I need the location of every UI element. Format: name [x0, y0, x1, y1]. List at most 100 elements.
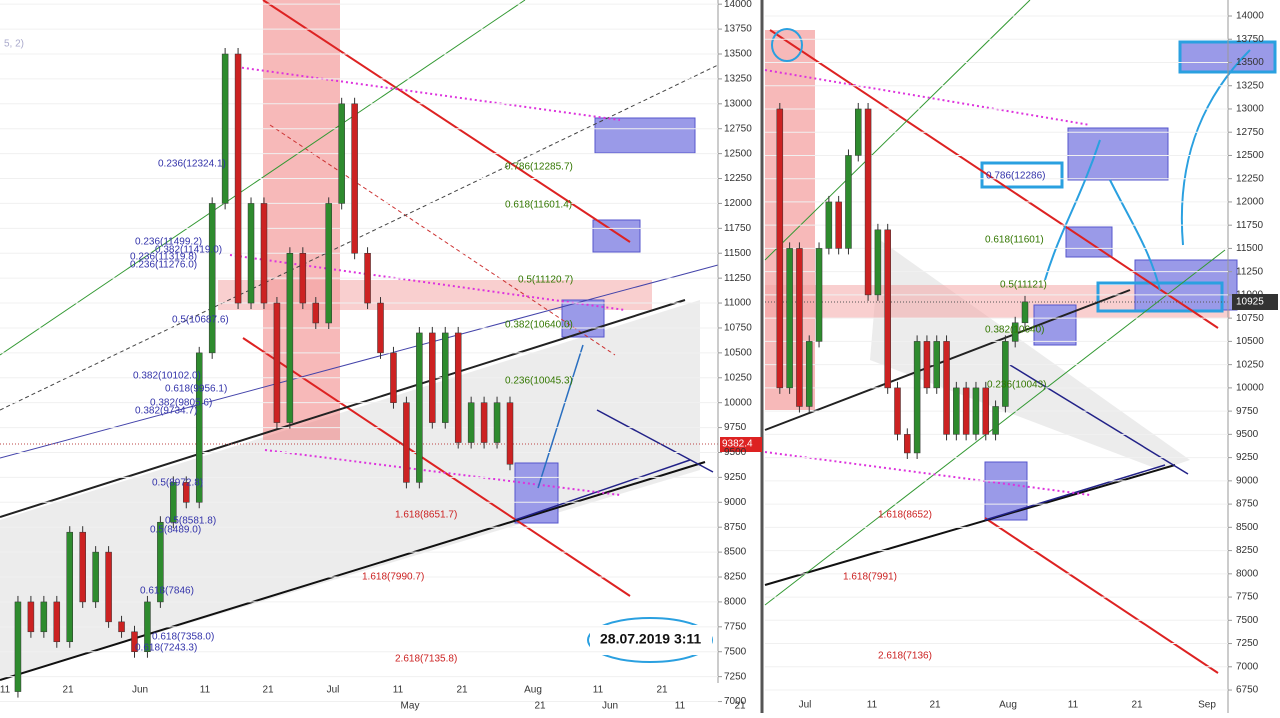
y-tick-label: 9500 [1236, 429, 1259, 440]
y-tick-label: 9250 [1236, 452, 1259, 463]
x-tick-label: 11 [0, 685, 11, 696]
y-tick-label: 8750 [1236, 499, 1259, 510]
fib-label: 0.382(11419.0) [155, 245, 222, 256]
candle [1011, 322, 1019, 342]
y-tick-label: 11250 [1236, 266, 1264, 277]
candle [506, 402, 514, 465]
price-tag-bg [1232, 294, 1278, 310]
candle [992, 406, 999, 435]
candle [27, 601, 35, 633]
candle [118, 621, 125, 633]
x-tick-label: 21 [1131, 700, 1143, 711]
x-tick-label: Aug [524, 685, 542, 696]
y-tick-label: 10500 [724, 348, 752, 359]
fib-label: 0.5(8489.0) [150, 525, 201, 536]
y-tick-label: 7250 [1236, 638, 1259, 649]
candle [79, 531, 86, 603]
indicator-label: 5, 2) [4, 39, 24, 50]
x-tick-label: 21 [929, 700, 941, 711]
fib-label: 1.618(8651.7) [395, 510, 457, 521]
y-tick-label: 8000 [724, 597, 747, 608]
candle [234, 53, 242, 304]
candle [338, 103, 345, 204]
candle [429, 332, 436, 423]
candle [884, 229, 891, 389]
y-tick-label: 8500 [1236, 522, 1259, 533]
fib-label: 0.5(11121) [1000, 280, 1047, 291]
fib-label: 1.618(7990.7) [362, 572, 424, 583]
y-tick-label: 9000 [724, 497, 747, 508]
candle [815, 248, 823, 342]
candle [805, 341, 813, 407]
y-tick-label: 9000 [1236, 475, 1259, 486]
fib-label: 0.382(9805.6) [150, 398, 212, 409]
candle [390, 352, 397, 403]
x-tick-label: 11 [593, 685, 604, 696]
fib-label: 0.236(11499.2) [135, 237, 202, 248]
candle [260, 203, 268, 304]
x-tick-label: Jun [602, 701, 618, 712]
x-tick-label: Aug [999, 700, 1017, 711]
fib-label: 0.5(10687.6) [172, 315, 229, 326]
price-tag: 9382.4 [722, 439, 753, 450]
fib-label: 1.618(7991) [843, 572, 897, 583]
fib-label: 0.236(11276.0) [130, 260, 197, 271]
fib-label: 0.236(10045.3) [505, 376, 573, 387]
y-tick-label: 12750 [1236, 127, 1264, 138]
candle [894, 387, 901, 435]
fib-label: 0.5(8972.8) [152, 478, 203, 489]
x-tick-label: 11 [675, 701, 686, 712]
x-tick-label: Jul [327, 685, 340, 696]
candle [183, 482, 190, 503]
candle [786, 248, 793, 389]
y-tick-label: 7750 [724, 621, 747, 632]
candle [66, 531, 73, 643]
fib-label: 0.618(7243.3) [135, 643, 197, 654]
y-tick-label: 13000 [1236, 104, 1264, 115]
candle [442, 332, 449, 423]
y-tick-label: 8000 [1236, 568, 1259, 579]
y-tick-label: 12250 [724, 173, 752, 184]
fib-label: 0.382(10102.0) [133, 371, 201, 382]
candle [943, 341, 950, 435]
y-tick-label: 6750 [1236, 685, 1259, 696]
candle [454, 332, 462, 443]
fib-label: 0.236(10043) [987, 380, 1047, 391]
candle [796, 248, 803, 407]
fib-label: 0.618(9956.1) [165, 384, 227, 395]
y-tick-label: 13250 [724, 74, 752, 85]
candle [273, 302, 281, 423]
y-tick-label: 12250 [1236, 173, 1264, 184]
x-tick-label: Jun [132, 685, 148, 696]
y-tick-label: 8250 [724, 572, 747, 583]
y-tick-label: 13000 [724, 98, 752, 109]
y-tick-label: 9750 [1236, 406, 1259, 417]
candle [221, 53, 229, 204]
candle [972, 387, 980, 435]
y-tick-label: 10000 [724, 397, 752, 408]
y-tick-label: 12750 [724, 123, 752, 134]
candle [286, 252, 294, 423]
candle [105, 551, 112, 623]
candle [493, 402, 501, 443]
x-tick-label: 11 [393, 685, 404, 696]
candle [247, 203, 255, 304]
candle [299, 252, 307, 304]
y-tick-label: 7250 [724, 671, 747, 682]
y-tick-label: 12500 [1236, 150, 1264, 161]
y-tick-label: 11500 [1236, 243, 1264, 254]
y-tick-label: 12500 [724, 148, 752, 159]
candle [157, 521, 164, 603]
fib-label: 0.618(7358.0) [152, 632, 214, 643]
x-tick-label: 21 [534, 701, 546, 712]
candle [416, 332, 423, 483]
candle [144, 601, 151, 652]
fib-label: 2.618(7135.8) [395, 654, 457, 665]
y-tick-label: 9250 [724, 472, 747, 483]
x-tick-label: 11 [867, 700, 878, 711]
timestamp: 28.07.2019 3:11 [600, 631, 701, 647]
candle [962, 387, 970, 435]
candle [835, 201, 842, 249]
stamp-bg [590, 625, 712, 655]
candle [923, 341, 931, 389]
